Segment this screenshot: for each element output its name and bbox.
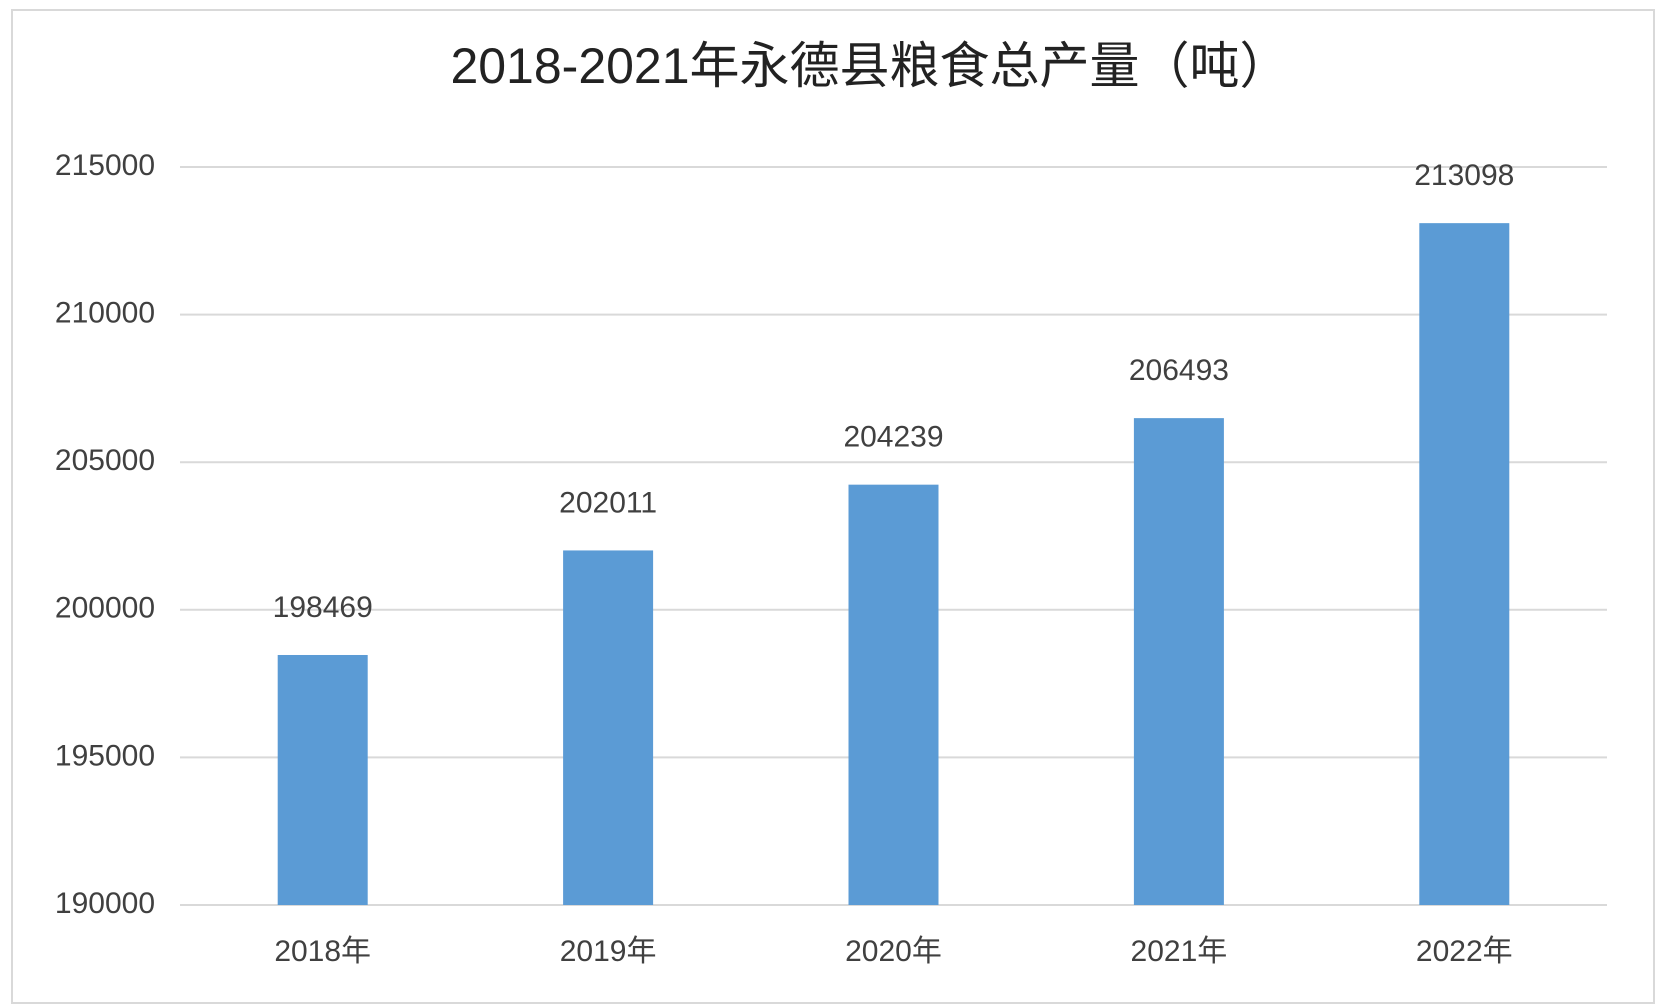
bar	[848, 484, 939, 905]
data-label: 206493	[1129, 354, 1229, 387]
y-tick-label: 200000	[55, 592, 155, 625]
x-tick-label: 2018年	[274, 935, 371, 968]
chart-frame	[11, 9, 1655, 1004]
y-tick-label: 210000	[55, 297, 155, 330]
data-label: 198469	[273, 591, 373, 624]
y-tick-label: 195000	[55, 739, 155, 772]
chart-title: 2018-2021年永德县粮食总产量（吨）	[450, 38, 1289, 94]
x-tick-label: 2019年	[560, 935, 657, 968]
data-label: 204239	[843, 421, 943, 454]
bar	[1133, 418, 1224, 905]
y-tick-label: 205000	[55, 444, 155, 477]
x-tick-label: 2021年	[1131, 935, 1228, 968]
bar	[277, 654, 368, 905]
bar	[563, 550, 654, 905]
data-label: 202011	[559, 486, 657, 519]
bar	[1419, 223, 1510, 905]
data-label: 213098	[1414, 159, 1514, 192]
y-tick-label: 190000	[55, 887, 155, 920]
x-tick-label: 2022年	[1416, 935, 1513, 968]
y-tick-label: 215000	[55, 149, 155, 182]
x-tick-label: 2020年	[845, 935, 942, 968]
